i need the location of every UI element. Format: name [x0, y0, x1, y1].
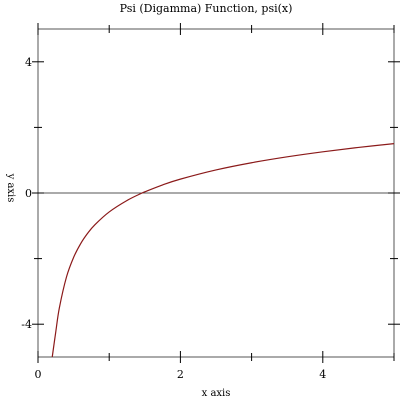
y-axis-label: y axis [5, 173, 16, 203]
chart-title: Psi (Digamma) Function, psi(x) [120, 2, 293, 15]
x-tick-label: 4 [319, 368, 326, 381]
psi-series-line [51, 143, 395, 358]
x-tick-label: 2 [177, 368, 184, 381]
y-tick-label: 0 [25, 187, 32, 200]
y-tick-label: -4 [21, 318, 32, 331]
series-layer [51, 143, 395, 358]
x-axis-label: x axis [202, 388, 231, 399]
axes-layer: 0 2 4 -4 0 4 [21, 23, 400, 381]
y-tick-label: 4 [25, 56, 32, 69]
x-tick-label: 0 [35, 368, 42, 381]
